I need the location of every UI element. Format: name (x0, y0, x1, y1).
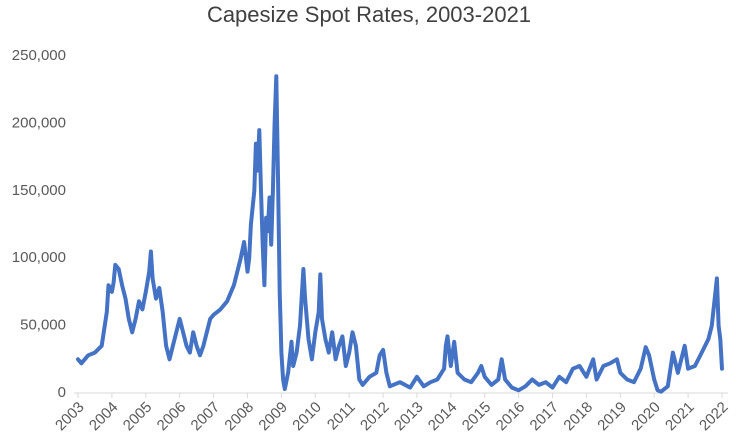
x-tick-label: 2017 (527, 399, 563, 435)
x-tick-label: 2020 (628, 399, 664, 435)
y-tick-label: 100,000 (12, 249, 66, 266)
chart-title: Capesize Spot Rates, 2003-2021 (207, 2, 531, 27)
x-tick-label: 2011 (324, 399, 359, 434)
y-tick-label: 0 (58, 384, 66, 401)
y-tick-label: 250,000 (12, 47, 66, 64)
x-tick-label: 2009 (255, 399, 291, 435)
y-tick-label: 50,000 (20, 317, 66, 334)
x-tick-label: 2018 (560, 399, 596, 435)
y-tick-label: 200,000 (12, 114, 66, 131)
x-tick-label: 2004 (86, 399, 122, 435)
x-tick-label: 2007 (188, 399, 224, 435)
x-tick-label: 2022 (696, 399, 732, 435)
data-line (76, 74, 724, 394)
x-tick-label: 2021 (662, 399, 698, 435)
x-tick-label: 2015 (459, 399, 495, 435)
x-tick-label: 2013 (391, 399, 427, 435)
x-tick-label: 2010 (289, 399, 325, 435)
x-tick-label: 2005 (120, 399, 156, 435)
x-tick-label: 2014 (425, 399, 461, 435)
x-tick-label: 2003 (52, 399, 88, 435)
x-tick-label: 2012 (357, 399, 393, 435)
x-tick-label: 2019 (594, 399, 630, 435)
y-tick-label: 150,000 (12, 182, 66, 199)
x-tick-label: 2006 (154, 399, 190, 435)
x-tick-label: 2008 (221, 399, 257, 435)
x-tick-label: 2016 (493, 399, 529, 435)
